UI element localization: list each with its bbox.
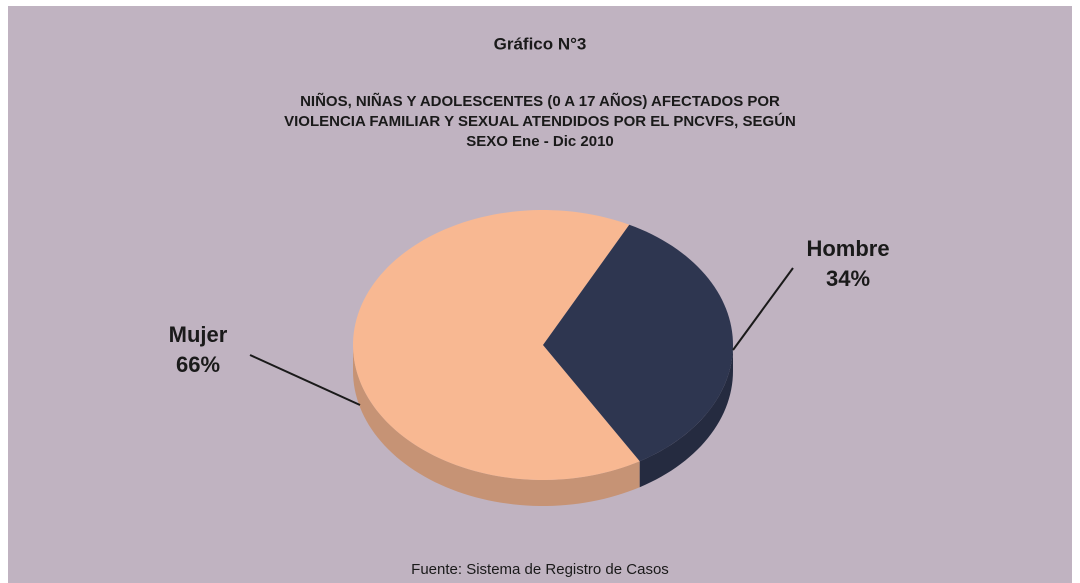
slice-value-label: 34%: [826, 266, 870, 291]
pie-slice: [353, 210, 640, 480]
chart-subtitle: NIÑOS, NIÑAS Y ADOLESCENTES (0 A 17 AÑOS…: [300, 92, 780, 110]
chart-subtitle: VIOLENCIA FAMILIAR Y SEXUAL ATENDIDOS PO…: [284, 112, 796, 130]
leader-line: [732, 267, 794, 351]
slice-side: [353, 345, 640, 506]
source-note: Fuente: Sistema de Registro de Casos: [411, 561, 669, 578]
slice-label: Hombre: [806, 236, 889, 261]
slice-label: Mujer: [169, 322, 228, 347]
pie-slice: [543, 224, 733, 462]
slice-side: [639, 345, 733, 488]
slice-value-label: 66%: [176, 352, 220, 377]
chart-title: Gráfico N°3: [494, 34, 587, 53]
leader-line: [249, 354, 361, 406]
chart-subtitle: SEXO Ene - Dic 2010: [466, 133, 614, 150]
